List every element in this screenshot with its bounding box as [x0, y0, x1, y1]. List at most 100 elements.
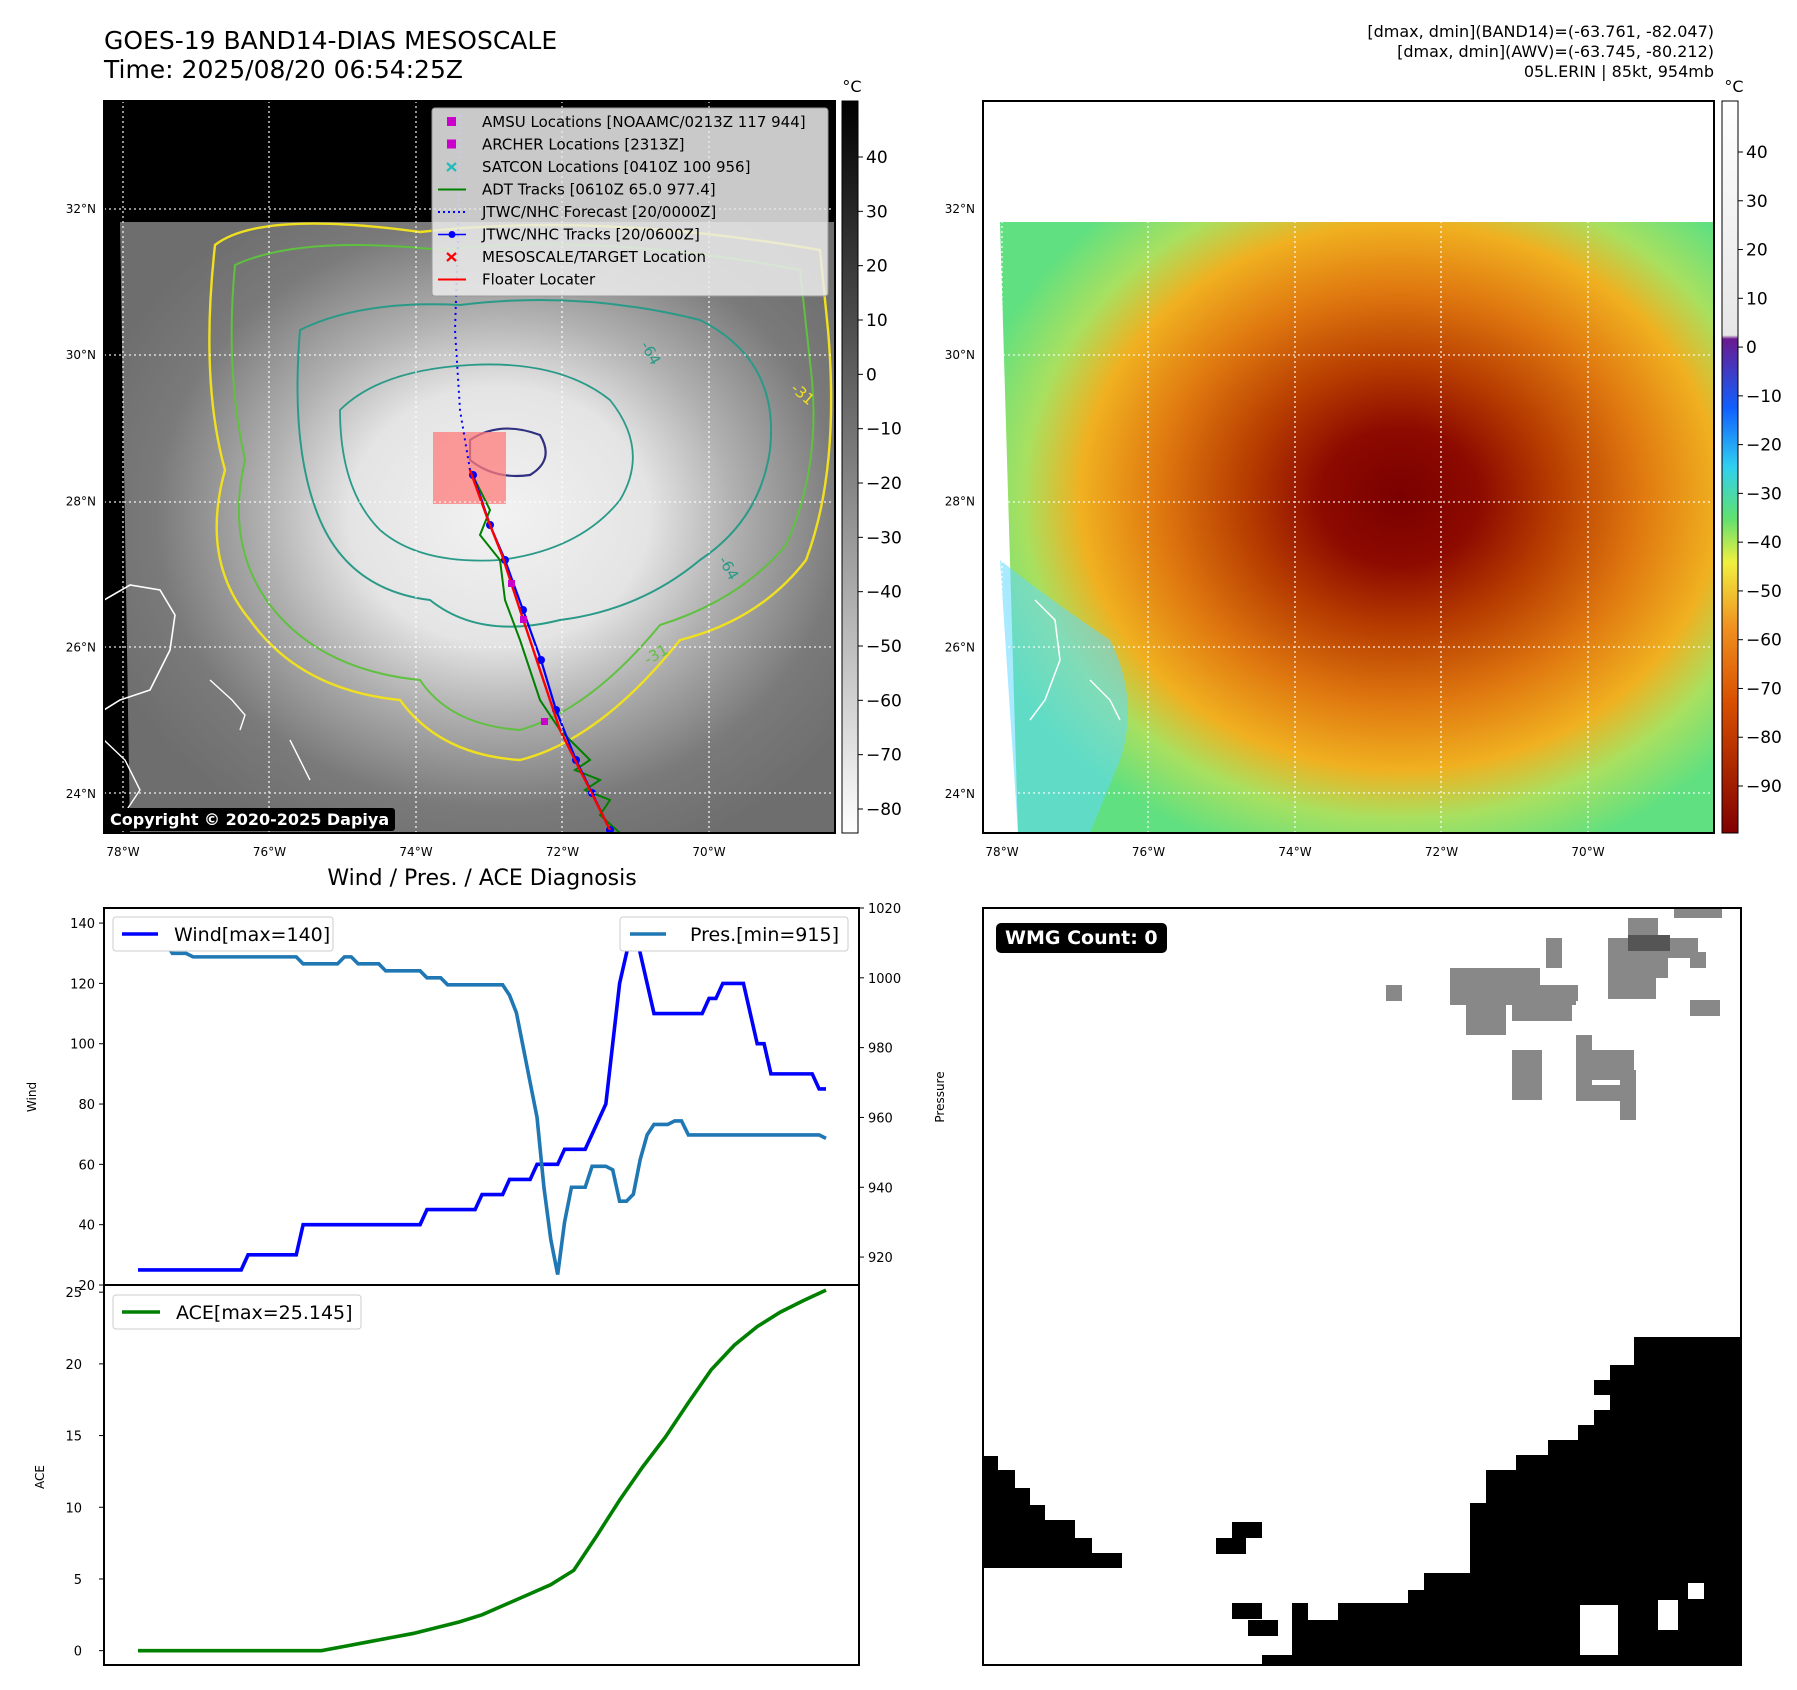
legend-entry: JTWC/NHC Tracks [20/0600Z]: [438, 226, 700, 244]
colorbar-tick-label: −70: [1746, 679, 1782, 699]
colorbar-tick-label: 40: [866, 148, 888, 168]
pressure-tick-label: 980: [868, 1042, 893, 1057]
ace-plot: [103, 1284, 860, 1666]
wind-legend: Wind[max=140]: [112, 916, 334, 952]
colorbar-tick-label: −30: [1746, 484, 1782, 504]
colorbar-tick-label: −50: [1746, 582, 1782, 602]
lat-tick-label: 26°N: [945, 641, 975, 655]
lon-tick-label: 70°W: [1571, 845, 1604, 859]
colorbar-tick-label: −80: [1746, 728, 1782, 748]
contour-teal: [296, 299, 773, 628]
ace-tick-label: 5: [74, 1573, 82, 1588]
lat-tick-label: 30°N: [66, 348, 96, 362]
colorbar-tick-label: −60: [866, 691, 902, 711]
legend-entry: JTWC/NHC Forecast [20/0000Z]: [438, 203, 716, 221]
pressure-axis-label: Pressure: [933, 1071, 947, 1122]
colorbar-tick-label: 30: [866, 202, 888, 222]
awv-grid: [983, 101, 1714, 833]
legend-label: ARCHER Locations [2313Z]: [482, 136, 685, 154]
ace-tick-label: 20: [65, 1358, 82, 1373]
legend-x-icon: [446, 162, 457, 172]
colorbar-tick-label: −20: [866, 474, 902, 494]
legend-dot-icon: [448, 231, 456, 238]
legend-label: MESOSCALE/TARGET Location: [482, 248, 706, 266]
lon-tick-label: 76°W: [1132, 845, 1165, 859]
legend-x-icon: [446, 252, 457, 262]
colorbar-tick-label: 30: [1746, 192, 1768, 212]
wmg-count-badge: WMG Count: 0: [996, 923, 1167, 953]
lat-tick-label: 32°N: [945, 202, 975, 216]
colorbar-tick-label: −10: [866, 420, 902, 440]
legend-square-icon: [447, 117, 456, 126]
wind-tick-label: 140: [70, 917, 95, 932]
ace-tick-label: 15: [65, 1430, 82, 1445]
ace-legend: ACE[max=25.145]: [112, 1294, 362, 1330]
lon-tick-label: 76°W: [253, 845, 286, 859]
lon-tick-label: 72°W: [546, 845, 579, 859]
colorbar-tick-label: −60: [1746, 631, 1782, 651]
diagnosis-title: Wind / Pres. / ACE Diagnosis: [327, 866, 636, 891]
map-legend: AMSU Locations [NOAAMC/0213Z 117 944] ARC…: [431, 107, 829, 297]
ace-legend-label: ACE[max=25.145]: [176, 1302, 353, 1324]
pressure-tick-label: 940: [868, 1181, 893, 1196]
colorbar-tick-label: 40: [1746, 143, 1768, 163]
wmg-gray-cells: [1386, 908, 1722, 1120]
awv-colorbar: [1721, 100, 1739, 834]
lat-tick-label: 28°N: [945, 494, 975, 508]
lat-tick-label: 30°N: [945, 348, 975, 362]
ace-tick-label: 10: [65, 1501, 82, 1516]
wind-tick-label: 40: [78, 1219, 95, 1234]
figure-metadata: [dmax, dmin](BAND14)=(-63.761, -82.047) …: [1367, 22, 1714, 81]
ir-colorbar-unit: °C: [842, 77, 861, 96]
wind-tick-label: 100: [70, 1038, 95, 1053]
legend-label: ADT Tracks [0610Z 65.0 977.4]: [482, 181, 716, 199]
wmg-panel: [983, 908, 1741, 1665]
ace-tick-label: 25: [65, 1286, 82, 1301]
legend-entry: Floater Locater: [438, 271, 596, 289]
pressure-tick-label: 920: [868, 1251, 893, 1266]
lon-tick-label: 78°W: [106, 845, 139, 859]
target-box: [433, 432, 506, 504]
lon-tick-label: 74°W: [1278, 845, 1311, 859]
legend-entry: ARCHER Locations [2313Z]: [447, 136, 685, 154]
wind-tick-label: 80: [78, 1098, 95, 1113]
legend-entry: SATCON Locations [0410Z 100 956]: [446, 158, 750, 176]
lon-tick-label: 74°W: [399, 845, 432, 859]
ir-colorbar: [841, 100, 859, 834]
colorbar-tick-label: 10: [866, 311, 888, 331]
colorbar-tick-label: −50: [866, 637, 902, 657]
wind-pres-plot: [103, 907, 860, 1286]
pressure-legend-label: Pres.[min=915]: [690, 924, 839, 946]
legend-square-icon: [447, 139, 456, 149]
coastline: [104, 584, 176, 711]
wind-tick-label: 60: [78, 1158, 95, 1173]
lon-tick-label: 78°W: [985, 845, 1018, 859]
archer-points: [508, 580, 548, 725]
colorbar-tick-label: −10: [1746, 387, 1782, 407]
legend-entry: MESOSCALE/TARGET Location: [446, 248, 706, 266]
legend-entry: ADT Tracks [0610Z 65.0 977.4]: [438, 181, 716, 199]
pressure-tick-label: 960: [868, 1111, 893, 1126]
wind-axis-label: Wind: [25, 1082, 39, 1112]
colorbar-tick-label: 20: [866, 257, 888, 277]
floater-locater: [468, 469, 612, 831]
wind-tick-label: 20: [78, 1279, 95, 1294]
colorbar-tick-label: 0: [866, 365, 877, 385]
legend-label: Floater Locater: [482, 271, 596, 289]
colorbar-tick-label: −70: [866, 746, 902, 766]
pressure-tick-label: 1020: [868, 902, 901, 917]
lat-tick-label: 32°N: [66, 202, 96, 216]
ace-series-line: [138, 1288, 827, 1653]
wmg-black-region: [983, 1456, 1122, 1568]
legend-entry: AMSU Locations [NOAAMC/0213Z 117 944]: [447, 113, 806, 131]
colorbar-tick-label: 0: [1746, 338, 1757, 358]
coastline: [1029, 599, 1061, 721]
awv-colorbar-unit: °C: [1724, 77, 1743, 96]
pressure-tick-label: 1000: [868, 972, 901, 987]
pressure-legend: Pres.[min=915]: [619, 916, 849, 952]
copyright-badge: Copyright © 2020-2025 Dapiya: [104, 808, 396, 831]
wind-series-line: [138, 922, 826, 1272]
legend-label: JTWC/NHC Forecast [20/0000Z]: [481, 203, 716, 221]
figure-title: GOES-19 BAND14-DIAS MESOSCALE Time: 2025…: [104, 26, 558, 84]
